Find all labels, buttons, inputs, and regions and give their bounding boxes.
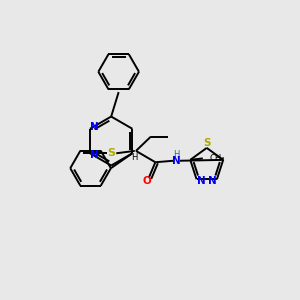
Text: H: H — [131, 153, 138, 162]
Text: S: S — [203, 138, 211, 148]
Text: N: N — [197, 176, 206, 186]
Text: N: N — [172, 156, 181, 166]
Text: N: N — [90, 150, 98, 160]
Text: H: H — [173, 150, 179, 159]
Text: CH₃: CH₃ — [209, 154, 225, 163]
Text: N: N — [208, 176, 217, 186]
Text: O: O — [143, 176, 152, 186]
Text: N: N — [90, 122, 98, 132]
Text: S: S — [107, 148, 116, 158]
